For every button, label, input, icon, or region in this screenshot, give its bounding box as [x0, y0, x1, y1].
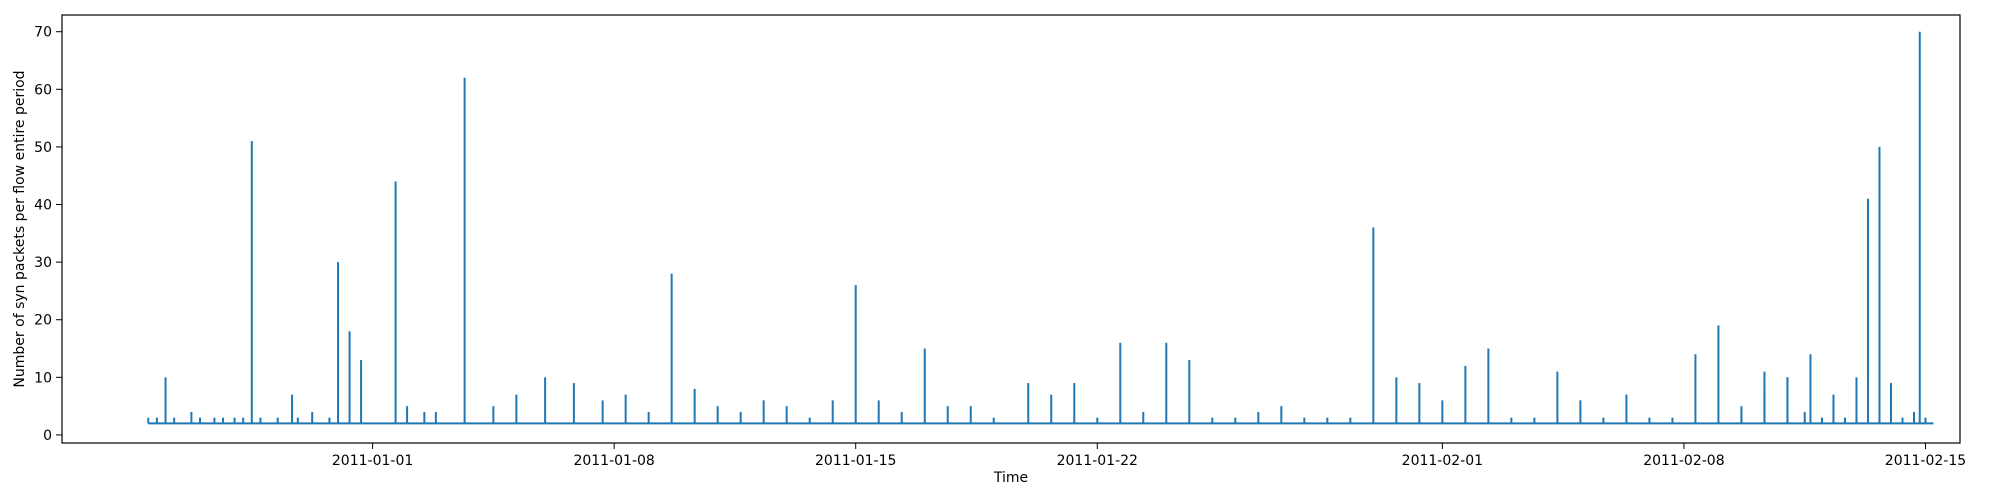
plot-area — [62, 15, 1960, 443]
y-tick-label: 30 — [34, 255, 52, 271]
y-tick-labels: 0 10 20 30 40 50 60 70 — [34, 25, 52, 444]
plot-frame — [61, 14, 1961, 444]
series-spikes — [147, 31, 1927, 424]
y-tick-label: 70 — [34, 25, 52, 41]
x-tick-label: 2011-02-15 — [1885, 453, 1966, 469]
x-tick-labels: 2011-01-01 2011-01-08 2011-01-15 2011-01-22… — [332, 453, 1966, 469]
y-tick-marks — [56, 31, 62, 436]
x-tick-label: 2011-01-08 — [573, 453, 654, 469]
y-tick-label: 40 — [34, 198, 52, 214]
x-tick-marks — [372, 443, 1926, 449]
x-tick-label: 2011-01-01 — [332, 453, 413, 469]
x-tick-label: 2011-01-22 — [1057, 453, 1138, 469]
y-tick-label: 60 — [34, 82, 52, 98]
x-tick-label: 2011-01-15 — [815, 453, 896, 469]
y-tick-label: 0 — [43, 428, 52, 444]
y-axis-label: Number of syn packets per flow entire pe… — [12, 70, 28, 387]
x-tick-label: 2011-02-01 — [1402, 453, 1483, 469]
y-tick-label: 10 — [34, 370, 52, 386]
x-tick-label: 2011-02-08 — [1643, 453, 1724, 469]
x-axis-label: Time — [993, 470, 1028, 486]
y-tick-label: 50 — [34, 140, 52, 156]
y-tick-label: 20 — [34, 313, 52, 329]
